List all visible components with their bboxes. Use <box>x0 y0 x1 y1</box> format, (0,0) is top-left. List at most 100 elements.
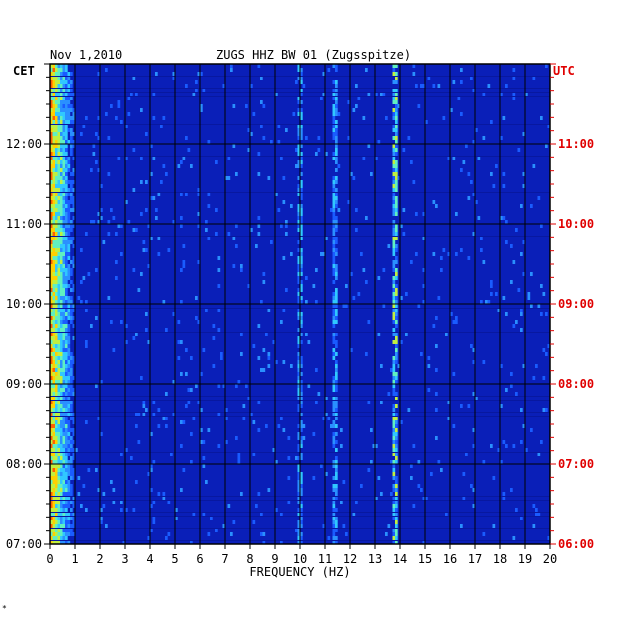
heat-cell <box>172 380 176 384</box>
heat-cell <box>52 316 56 320</box>
heat-cell <box>217 444 221 448</box>
heat-cell <box>392 72 396 76</box>
heat-cell <box>297 484 301 488</box>
heat-cell <box>60 488 63 492</box>
heat-cell <box>472 140 476 144</box>
heat-cell <box>52 464 56 468</box>
heat-cell <box>57 160 61 164</box>
heat-cell <box>275 460 278 464</box>
heat-cell <box>120 252 123 256</box>
heat-cell <box>332 412 336 416</box>
heat-cell <box>50 512 53 516</box>
heat-cell <box>67 380 71 384</box>
heat-cell <box>332 440 336 444</box>
heat-cell <box>70 272 73 276</box>
heat-cell <box>300 360 303 364</box>
heat-cell <box>67 424 71 428</box>
heat-cell <box>67 524 71 528</box>
heat-cell <box>422 268 426 272</box>
heat-cell <box>60 388 63 392</box>
heat-cell <box>67 504 71 508</box>
heat-cell <box>395 124 398 128</box>
heat-cell <box>317 148 321 152</box>
heat-cell <box>65 384 68 388</box>
heat-cell <box>350 272 353 276</box>
heat-cell <box>157 424 161 428</box>
heat-cell <box>282 308 286 312</box>
heat-cell <box>392 112 396 116</box>
heat-cell <box>395 132 398 136</box>
heat-cell <box>285 288 288 292</box>
heat-cell <box>65 540 68 544</box>
heat-cell <box>62 488 66 492</box>
heat-cell <box>335 292 338 296</box>
heat-cell <box>457 96 461 100</box>
heat-cell <box>395 108 398 112</box>
heat-cell <box>535 364 538 368</box>
heat-cell <box>305 300 308 304</box>
heat-cell <box>365 352 368 356</box>
heat-cell <box>62 420 66 424</box>
heat-cell <box>50 416 53 420</box>
heat-cell <box>57 136 61 140</box>
heat-cell <box>325 236 328 240</box>
heat-cell <box>335 96 338 100</box>
heat-cell <box>55 468 58 472</box>
heat-cell <box>335 276 338 280</box>
heat-cell <box>72 264 76 268</box>
heat-cell <box>57 284 61 288</box>
heat-cell <box>332 216 336 220</box>
heat-cell <box>65 376 68 380</box>
heat-cell <box>532 164 536 168</box>
heat-cell <box>332 280 336 284</box>
heat-cell <box>72 172 76 176</box>
heat-cell <box>60 300 63 304</box>
heat-cell <box>65 352 68 356</box>
heat-cell <box>200 72 203 76</box>
heat-cell <box>335 88 338 92</box>
heat-cell <box>335 448 338 452</box>
heat-cell <box>52 92 56 96</box>
heat-cell <box>52 360 56 364</box>
heat-cell <box>100 508 103 512</box>
heat-cell <box>92 152 96 156</box>
heat-cell <box>50 468 53 472</box>
heat-cell <box>160 180 163 184</box>
heat-cell <box>52 456 56 460</box>
heat-cell <box>522 184 526 188</box>
heat-cell <box>332 324 336 328</box>
heat-cell <box>232 236 236 240</box>
heat-cell <box>177 340 181 344</box>
heat-cell <box>52 508 56 512</box>
heat-cell <box>62 516 66 520</box>
y-tick-label-right: 10:00 <box>558 217 594 231</box>
heat-cell <box>65 396 68 400</box>
heat-cell <box>55 340 58 344</box>
heat-cell <box>395 428 398 432</box>
heat-cell <box>335 176 338 180</box>
heat-cell <box>395 424 398 428</box>
heat-cell <box>50 80 53 84</box>
heat-cell <box>332 272 336 276</box>
heat-cell <box>117 156 121 160</box>
heat-cell <box>315 400 318 404</box>
heat-cell <box>335 332 338 336</box>
heat-cell <box>330 208 333 212</box>
heat-cell <box>52 332 56 336</box>
heat-cell <box>52 408 56 412</box>
heat-cell <box>335 372 338 376</box>
heat-cell <box>520 308 523 312</box>
heat-cell <box>332 228 336 232</box>
heat-cell <box>65 64 68 68</box>
heat-cell <box>437 296 441 300</box>
heat-cell <box>162 416 166 420</box>
heat-cell <box>297 448 301 452</box>
heat-cell <box>57 196 61 200</box>
heat-cell <box>60 440 63 444</box>
heat-cell <box>447 416 451 420</box>
heat-cell <box>72 448 76 452</box>
heat-cell <box>57 360 61 364</box>
heat-cell <box>57 212 61 216</box>
heat-cell <box>50 452 53 456</box>
heat-cell <box>72 512 76 516</box>
